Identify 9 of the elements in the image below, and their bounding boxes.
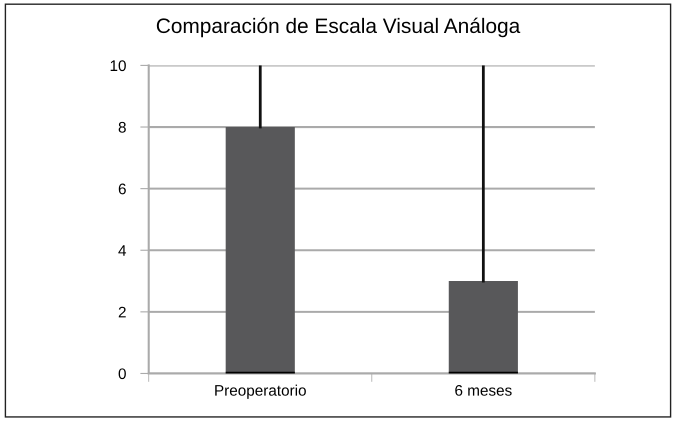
y-tick-label: 2 — [118, 306, 126, 318]
y-tick-label: 8 — [118, 122, 126, 133]
x-tick-label: 6 meses — [455, 384, 512, 396]
y-tick-label: 0 — [118, 368, 126, 380]
x-tick-label: Preoperatorio — [215, 384, 306, 399]
chart-title: Comparación de Escala Visual Análoga — [156, 18, 520, 38]
y-tick-label: 10 — [110, 60, 126, 72]
y-tick-label: 6 — [118, 184, 126, 194]
y-tick-label: 4 — [118, 245, 126, 256]
